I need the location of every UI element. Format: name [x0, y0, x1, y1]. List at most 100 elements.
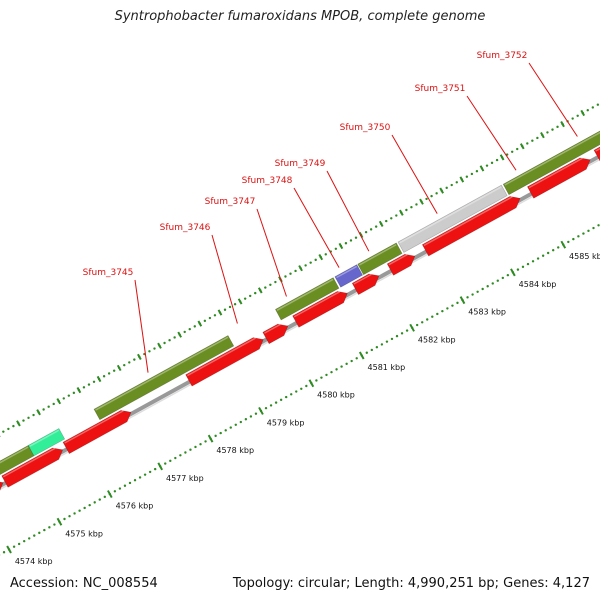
upper-minor-tick: [314, 259, 316, 261]
major-tick: [209, 435, 213, 442]
major-tick: [309, 380, 313, 387]
tick-label: 4585 kbp: [569, 252, 600, 261]
minor-tick: [492, 282, 494, 284]
gene-label-leader: [529, 63, 577, 136]
minor-tick: [582, 232, 584, 234]
minor-tick: [179, 454, 181, 456]
upper-minor-tick: [289, 273, 291, 275]
major-tick: [108, 491, 112, 498]
upper-minor-tick: [133, 358, 135, 360]
upper-minor-tick: [168, 339, 170, 341]
map-title: Syntrophobacter fumaroxidans MPOB, compl…: [0, 9, 600, 24]
minor-tick: [204, 440, 206, 442]
minor-tick: [124, 485, 126, 487]
minor-tick: [471, 293, 473, 295]
minor-tick: [325, 374, 327, 376]
upper-minor-tick: [22, 419, 24, 421]
upper-minor-tick: [12, 425, 14, 427]
upper-minor-tick: [108, 372, 110, 374]
minor-tick: [88, 504, 90, 506]
major-tick: [58, 518, 62, 525]
minor-tick: [456, 302, 458, 304]
minor-tick: [597, 224, 599, 226]
upper-minor-tick: [63, 397, 65, 399]
minor-tick: [315, 379, 317, 381]
tick-label: 4574 kbp: [15, 557, 53, 566]
upper-minor-tick: [430, 195, 432, 197]
gene-label-sfum-3747: Sfum_3747: [205, 197, 256, 207]
upper-major-tick: [541, 133, 544, 138]
minor-tick: [83, 507, 85, 509]
upper-major-tick: [219, 310, 222, 315]
minor-tick: [214, 435, 216, 437]
upper-major-tick: [57, 399, 60, 404]
major-tick: [561, 241, 565, 248]
upper-minor-tick: [516, 148, 518, 150]
gene-label-sfum-3749: Sfum_3749: [275, 159, 326, 169]
minor-tick: [426, 318, 428, 320]
gene-label-sfum-3751: Sfum_3751: [415, 84, 466, 94]
upper-minor-tick: [395, 214, 397, 216]
upper-minor-tick: [345, 242, 347, 244]
upper-minor-tick: [2, 430, 4, 432]
upper-minor-tick: [229, 306, 231, 308]
genome-summary-text: Topology: circular; Length: 4,990,251 bp…: [233, 576, 590, 591]
major-tick: [158, 463, 162, 470]
tick-label: 4579 kbp: [267, 418, 305, 427]
minor-tick: [3, 551, 5, 553]
upper-minor-tick: [496, 159, 498, 161]
minor-tick: [391, 338, 393, 340]
minor-tick: [466, 296, 468, 298]
upper-major-tick: [501, 155, 504, 160]
minor-tick: [481, 288, 483, 290]
upper-major-tick: [581, 110, 584, 115]
minor-tick: [164, 462, 166, 464]
upper-minor-tick: [244, 297, 246, 299]
gene-label-sfum-3750: Sfum_3750: [340, 123, 391, 133]
upper-major-tick: [380, 221, 383, 226]
upper-minor-tick: [476, 170, 478, 172]
minor-tick: [154, 468, 156, 470]
minor-tick: [144, 473, 146, 475]
upper-minor-tick: [576, 115, 578, 117]
minor-tick: [18, 543, 20, 545]
minor-tick: [396, 335, 398, 337]
minor-tick: [421, 321, 423, 323]
upper-minor-tick: [511, 151, 513, 153]
tick-label: 4582 kbp: [418, 335, 456, 344]
minor-tick: [13, 546, 15, 548]
upper-minor-tick: [410, 206, 412, 208]
minor-tick: [416, 324, 418, 326]
tick-label: 4577 kbp: [166, 474, 204, 483]
minor-tick: [487, 285, 489, 287]
upper-minor-tick: [587, 109, 589, 111]
upper-major-tick: [138, 354, 141, 359]
minor-tick: [295, 390, 297, 392]
upper-major-tick: [98, 376, 101, 381]
minor-tick: [371, 349, 373, 351]
upper-major-tick: [481, 166, 484, 171]
upper-minor-tick: [491, 162, 493, 164]
upper-minor-tick: [73, 392, 75, 394]
upper-minor-tick: [284, 275, 286, 277]
minor-tick: [250, 415, 252, 417]
upper-minor-tick: [249, 295, 251, 297]
minor-tick: [104, 496, 106, 498]
upper-minor-tick: [194, 325, 196, 327]
minor-tick: [240, 421, 242, 423]
upper-minor-tick: [365, 231, 367, 233]
upper-major-tick: [178, 332, 181, 337]
minor-tick: [219, 432, 221, 434]
minor-tick: [386, 340, 388, 342]
upper-minor-tick: [370, 228, 372, 230]
minor-tick: [255, 413, 257, 415]
cds-feature-3: [63, 410, 131, 453]
minor-tick: [542, 255, 544, 257]
upper-minor-tick: [123, 364, 125, 366]
minor-tick: [94, 501, 96, 503]
minor-tick: [28, 537, 30, 539]
minor-tick: [517, 268, 519, 270]
major-tick: [511, 269, 515, 276]
upper-minor-tick: [68, 394, 70, 396]
